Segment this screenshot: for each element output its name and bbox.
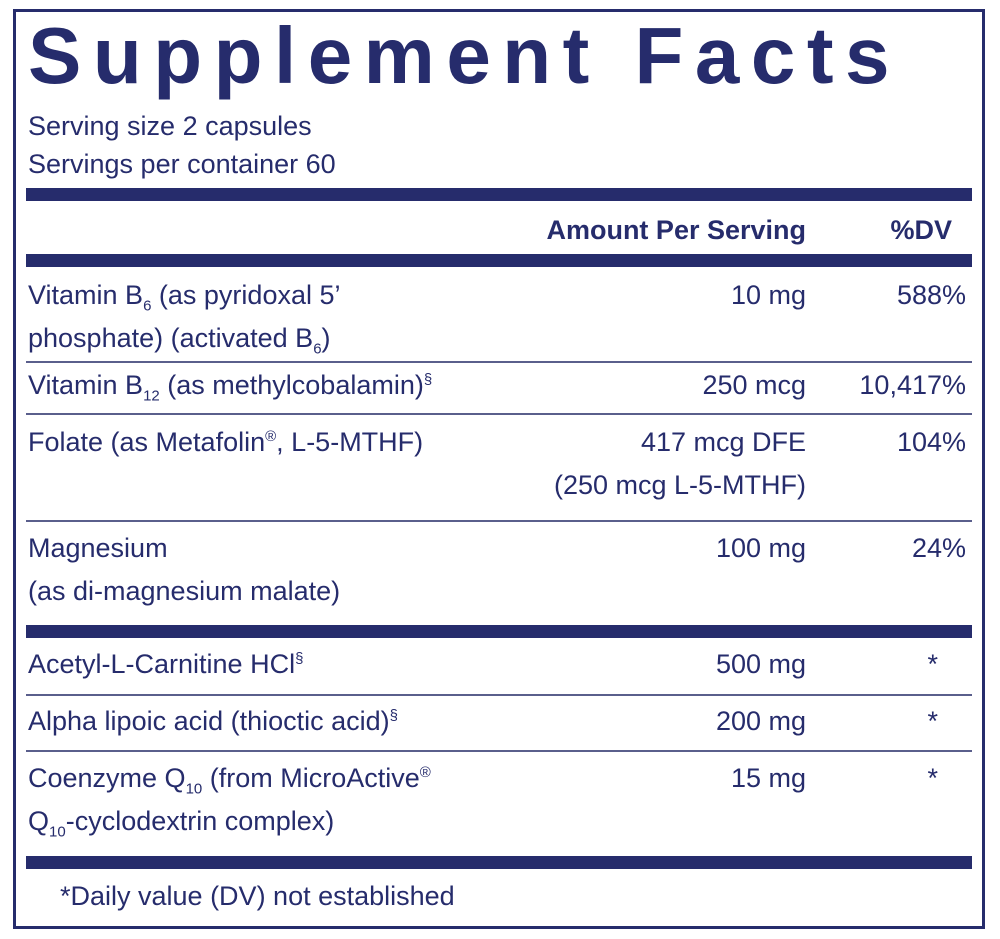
name-text: Vitamin B (28, 280, 144, 310)
superscript: § (423, 371, 433, 388)
divider-bar (26, 625, 972, 638)
name-text: -cyclodextrin complex) (65, 806, 335, 836)
amount-line: 250 mcg (702, 370, 806, 400)
subscript: 10 (49, 823, 66, 841)
amount-line: (250 mcg L-5-MTHF) (553, 470, 806, 500)
name-text: phosphate) (activated B (28, 323, 314, 353)
nutrient-name: Magnesium (as di-magnesium malate) (28, 527, 340, 613)
amount-line: 417 mcg DFE (640, 427, 806, 457)
daily-value: 10,417% (859, 370, 966, 400)
daily-value: 588% (896, 280, 966, 310)
name-text: (from MicroActive (202, 763, 420, 793)
name-text: Vitamin B (28, 370, 144, 400)
name-text: ) (321, 323, 331, 353)
daily-value: * (927, 763, 938, 793)
name-line: Vitamin B6 (as pyridoxal 5’ (28, 274, 341, 317)
title: Supplement Facts (28, 11, 902, 100)
amount: 200 mg (716, 700, 806, 743)
amount-line: 100 mg (715, 533, 806, 563)
name-line: Magnesium (28, 527, 340, 570)
superscript: ® (265, 428, 277, 445)
name-text: (as pyridoxal 5’ (151, 280, 341, 310)
name-line: phosphate) (activated B6) (28, 317, 341, 360)
subscript: 6 (143, 297, 152, 315)
superscript: § (389, 707, 399, 724)
name-text: Q (28, 806, 50, 836)
subscript: 6 (313, 340, 322, 358)
name-text: Coenzyme Q (28, 763, 186, 793)
superscript: § (295, 650, 304, 667)
servings-per-container: Servings per container 60 (28, 149, 336, 179)
name-text: (as di-magnesium malate) (28, 576, 341, 606)
name-line: Folate (as Metafolin®, L-5-MTHF) (28, 421, 423, 464)
nutrient-name: Folate (as Metafolin®, L-5-MTHF) (28, 421, 423, 464)
row-divider (26, 520, 972, 522)
nutrient-name: Coenzyme Q10 (from MicroActive® Q10-cyclo… (28, 757, 431, 843)
amount: 250 mcg (702, 364, 806, 407)
footnote: *Daily value (DV) not established (60, 881, 455, 911)
divider-bar (26, 856, 972, 869)
amount: 500 mg (716, 643, 806, 686)
daily-value: * (927, 706, 938, 736)
row-divider (26, 361, 972, 363)
name-line: Alpha lipoic acid (thioctic acid)§ (28, 700, 398, 743)
name-text: Acetyl-L-Carnitine HCl (28, 649, 296, 679)
amount: 417 mcg DFE (250 mcg L-5-MTHF) (554, 421, 806, 507)
amount-line: 200 mg (715, 706, 806, 736)
name-text: Folate (as Metafolin (28, 427, 266, 457)
amount-line: 500 mg (715, 649, 806, 679)
divider-bar (26, 254, 972, 267)
name-text: Magnesium (28, 533, 168, 563)
subscript: 12 (143, 387, 160, 405)
frame (13, 9, 985, 929)
daily-value: 104% (896, 427, 966, 457)
name-line: Coenzyme Q10 (from MicroActive® (28, 757, 431, 800)
nutrient-name: Acetyl-L-Carnitine HCl§ (28, 643, 303, 686)
amount-line: 15 mg (730, 763, 806, 793)
row-divider (26, 694, 972, 696)
daily-value: * (927, 649, 938, 679)
amount: 15 mg (731, 757, 806, 800)
row-divider (26, 413, 972, 415)
column-header: %DV (890, 215, 952, 245)
subscript: 10 (185, 780, 203, 798)
daily-value: 24% (911, 533, 966, 563)
name-line: Vitamin B12 (as methylcobalamin)§ (28, 364, 432, 407)
name-text: (as methylcobalamin) (159, 370, 424, 400)
amount: 10 mg (731, 274, 806, 317)
nutrient-name: Alpha lipoic acid (thioctic acid)§ (28, 700, 398, 743)
nutrient-name: Vitamin B6 (as pyridoxal 5’ phosphate) (a… (28, 274, 341, 360)
name-text: Alpha lipoic acid (thioctic acid) (28, 706, 390, 736)
divider-bar (26, 188, 972, 201)
name-text: , L-5-MTHF) (276, 427, 424, 457)
row-divider (26, 750, 972, 752)
superscript: ® (419, 764, 431, 781)
name-line: Q10-cyclodextrin complex) (28, 800, 431, 843)
serving-size: Serving size 2 capsules (28, 111, 312, 141)
amount-line: 10 mg (730, 280, 806, 310)
nutrient-name: Vitamin B12 (as methylcobalamin)§ (28, 364, 432, 407)
name-line: Acetyl-L-Carnitine HCl§ (28, 643, 303, 686)
name-line: (as di-magnesium malate) (28, 570, 340, 613)
column-header: Amount Per Serving (546, 215, 806, 245)
amount: 100 mg (716, 527, 806, 570)
